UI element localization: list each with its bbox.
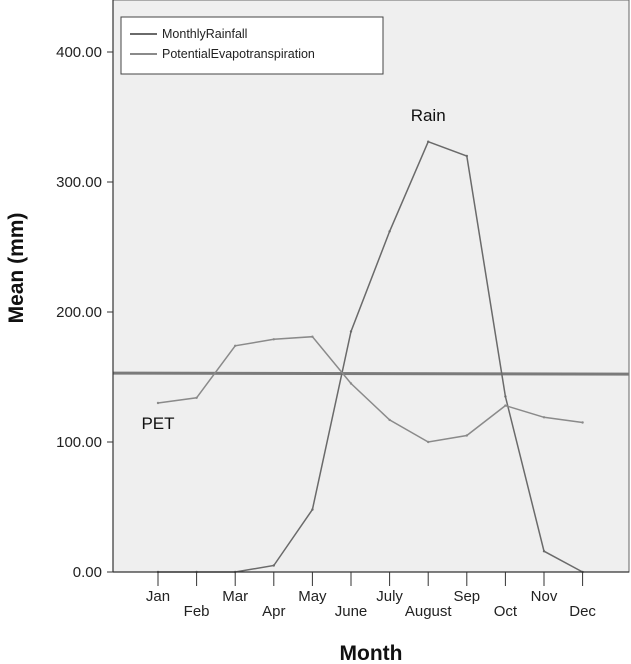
data-point-monthlyrainfall-apr bbox=[272, 564, 275, 567]
annotation-pet: PET bbox=[141, 414, 174, 433]
x-tick-label-sep: Sep bbox=[453, 588, 480, 605]
y-tick-label: 100.00 bbox=[56, 434, 102, 451]
x-tick-label-apr: Apr bbox=[262, 603, 285, 620]
data-point-potentialevapotranspiration-sep bbox=[465, 434, 468, 437]
y-tick-label: 0.00 bbox=[73, 564, 102, 581]
data-point-monthlyrainfall-sep bbox=[465, 154, 468, 158]
y-tick-label: 400.00 bbox=[56, 44, 102, 61]
data-point-potentialevapotranspiration-apr bbox=[272, 338, 275, 341]
data-point-potentialevapotranspiration-feb bbox=[195, 396, 198, 399]
x-tick-label-dec: Dec bbox=[569, 603, 596, 620]
data-point-potentialevapotranspiration-august bbox=[427, 440, 430, 444]
data-point-potentialevapotranspiration-mar bbox=[234, 344, 237, 347]
x-tick-label-nov: Nov bbox=[531, 588, 558, 605]
reference-line bbox=[112, 371, 630, 376]
data-point-potentialevapotranspiration-june bbox=[349, 382, 353, 385]
x-tick-label-august: August bbox=[405, 603, 453, 620]
annotation-rain: Rain bbox=[411, 106, 446, 125]
y-tick-label: 300.00 bbox=[56, 174, 102, 191]
x-tick-label-feb: Feb bbox=[184, 603, 210, 620]
data-point-monthlyrainfall-july bbox=[388, 230, 391, 233]
legend: MonthlyRainfall PotentialEvapotranspirat… bbox=[120, 16, 384, 75]
x-axis-title: Month bbox=[340, 642, 403, 664]
legend-label-monthly-rainfall: MonthlyRainfall bbox=[162, 27, 247, 41]
data-point-potentialevapotranspiration-may bbox=[311, 335, 314, 338]
x-tick-label-jan: Jan bbox=[146, 588, 170, 605]
legend-label-pet: PotentialEvapotranspiration bbox=[162, 47, 315, 61]
data-point-monthlyrainfall-june bbox=[349, 330, 353, 333]
x-tick-label-oct: Oct bbox=[494, 603, 518, 620]
y-axis-title: Mean (mm) bbox=[5, 213, 28, 324]
data-point-monthlyrainfall-oct bbox=[504, 395, 507, 398]
legend-box bbox=[120, 16, 384, 75]
x-tick-label-may: May bbox=[298, 588, 327, 605]
x-tick-label-june: June bbox=[335, 603, 368, 620]
x-tick-label-july: July bbox=[376, 588, 403, 605]
x-tick-label-mar: Mar bbox=[222, 588, 248, 605]
data-point-monthlyrainfall-nov bbox=[542, 550, 546, 553]
data-point-potentialevapotranspiration-dec bbox=[581, 421, 584, 424]
plot-area bbox=[112, 0, 630, 573]
data-point-potentialevapotranspiration-nov bbox=[542, 416, 546, 419]
data-point-potentialevapotranspiration-jan bbox=[156, 401, 160, 405]
series-line-potentialevapotranspiration bbox=[157, 335, 583, 443]
data-point-potentialevapotranspiration-july bbox=[388, 418, 391, 422]
y-tick-label: 200.00 bbox=[56, 304, 102, 321]
data-point-potentialevapotranspiration-oct bbox=[504, 404, 507, 407]
data-point-monthlyrainfall-august bbox=[427, 140, 430, 143]
data-point-monthlyrainfall-may bbox=[311, 508, 314, 511]
